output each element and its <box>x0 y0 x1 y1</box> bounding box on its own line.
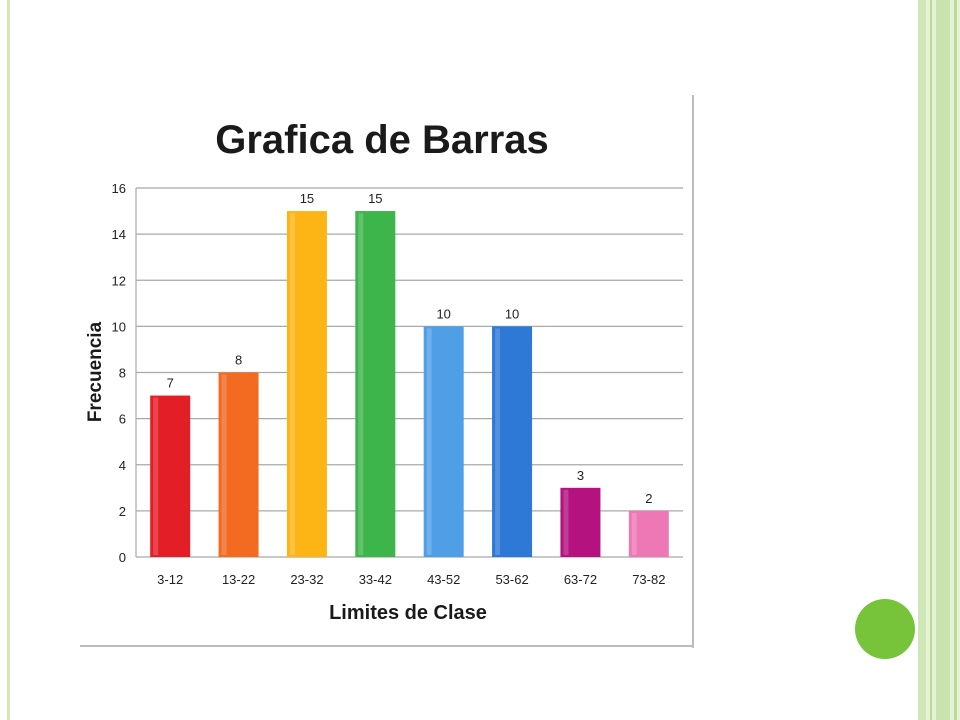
bar <box>560 487 601 557</box>
panel-edge <box>80 645 694 647</box>
bar <box>355 211 396 557</box>
bar-value-label: 8 <box>235 353 242 368</box>
y-tick-label: 6 <box>119 412 126 427</box>
x-axis-label: Limites de Clase <box>329 602 487 624</box>
y-tick-label: 4 <box>119 458 126 473</box>
x-tick-label: 53-62 <box>495 572 528 587</box>
y-tick-label: 2 <box>119 504 126 519</box>
bar <box>150 395 191 557</box>
bar <box>286 211 327 557</box>
bar <box>218 372 259 557</box>
bar-value-label: 3 <box>577 468 584 483</box>
bar-highlight <box>221 374 227 555</box>
panel-edge <box>692 95 694 648</box>
slide-left-border <box>7 0 10 720</box>
y-tick-label: 14 <box>112 227 126 242</box>
bar-value-label: 15 <box>300 191 314 206</box>
bar-value-label: 10 <box>436 306 450 321</box>
bar-highlight <box>563 489 569 555</box>
y-tick-label: 12 <box>112 273 126 288</box>
y-tick-label: 0 <box>119 550 126 565</box>
bar-highlight <box>631 512 637 555</box>
x-tick-label: 13-22 <box>222 572 255 587</box>
x-tick-label: 33-42 <box>359 572 392 587</box>
chart-title: Grafica de Barras <box>215 118 549 162</box>
bar-value-label: 7 <box>167 376 174 391</box>
bar-highlight <box>289 213 295 555</box>
y-tick-label: 10 <box>112 319 126 334</box>
x-tick-label: 3-12 <box>157 572 183 587</box>
bar-value-label: 10 <box>505 306 519 321</box>
decorative-green-circle <box>855 599 915 659</box>
x-tick-label: 43-52 <box>427 572 460 587</box>
bar-highlight <box>153 397 159 555</box>
bar-value-label: 2 <box>645 491 652 506</box>
bar <box>628 510 669 557</box>
bar-value-label: 15 <box>368 191 382 206</box>
x-tick-label: 63-72 <box>564 572 597 587</box>
bar-highlight <box>426 328 432 555</box>
y-tick-label: 16 <box>112 181 126 196</box>
bar <box>492 326 533 557</box>
slide-right-border <box>918 0 960 720</box>
y-tick-label: 8 <box>119 366 126 381</box>
bar-highlight <box>495 328 501 555</box>
bar-highlight <box>358 213 364 555</box>
bar <box>423 326 464 557</box>
x-tick-label: 23-32 <box>290 572 323 587</box>
x-tick-label: 73-82 <box>632 572 665 587</box>
y-axis-label: Frecuencia <box>85 321 106 422</box>
